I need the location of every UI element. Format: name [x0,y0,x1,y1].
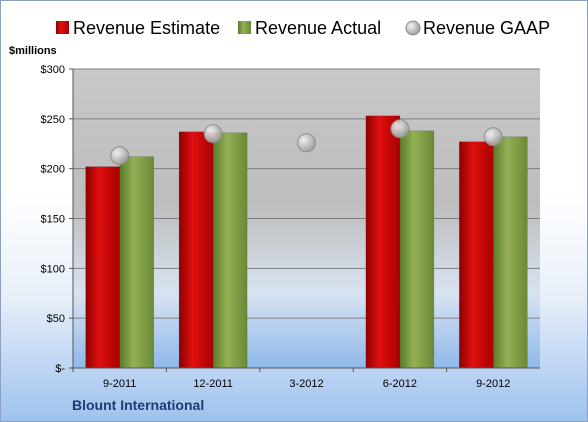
legend-label-revenue-estimate: Revenue Estimate [73,18,220,38]
legend-label-revenue-gaap: Revenue GAAP [423,18,550,38]
y-tick-label: $100 [41,263,65,275]
y-tick-label: $50 [47,313,65,325]
bar-revenue-estimate [365,115,401,369]
marker-revenue-gaap [203,124,223,144]
axes: $- $50 $100 $150 $200 $250 $300 9-2011 12-2011 3-… [41,64,540,390]
y-tick-label: $- [55,363,65,375]
bar-revenue-actual [212,132,248,369]
legend-label-revenue-actual: Revenue Actual [255,18,381,38]
y-tick-label: $150 [41,214,65,226]
bar-revenue-actual [493,136,528,369]
y-unit-label: $millions [9,45,57,57]
marker-revenue-gaap [110,146,130,166]
x-tick-label: 9-2012 [476,378,510,390]
bar-revenue-estimate [85,166,120,369]
bar-revenue-actual [399,130,435,369]
bar-revenue-estimate [178,131,214,369]
legend-swatch-revenue-actual [238,21,251,34]
y-tick-label: $300 [41,64,65,76]
marker-revenue-gaap [390,119,410,139]
x-tick-label: 3-2012 [289,378,323,390]
bar-revenue-estimate [459,141,494,369]
y-tick-label: $250 [41,114,65,126]
marker-revenue-gaap [483,127,503,147]
x-tick-label: 9-2011 [103,378,136,390]
x-tick-label: 12-2011 [193,378,233,390]
y-tick-label: $200 [41,164,65,176]
x-tick-label: 6-2012 [383,378,417,390]
legend: Revenue Estimate Revenue Actual Revenue GA… [56,18,550,38]
legend-swatch-revenue-gaap [405,20,421,36]
bar-revenue-actual [119,156,154,369]
legend-swatch-revenue-estimate [56,21,69,34]
marker-revenue-gaap [297,133,316,153]
company-name: Blount International [72,397,205,413]
bars [85,115,528,369]
